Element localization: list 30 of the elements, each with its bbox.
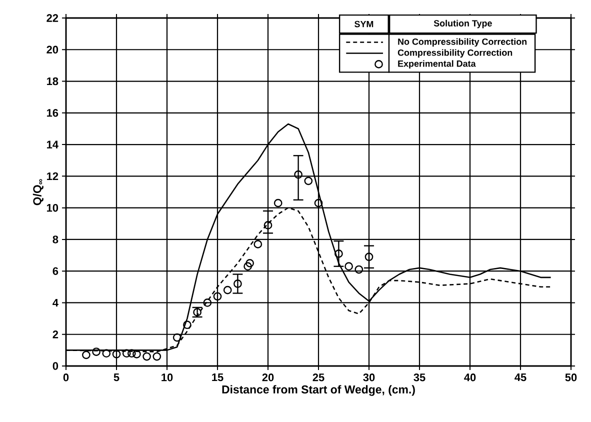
x-tick-label: 50 bbox=[565, 374, 577, 382]
x-tick-label: 30 bbox=[363, 374, 375, 382]
x-tick-label: 35 bbox=[414, 374, 426, 382]
legend-title: Solution Type bbox=[434, 20, 492, 28]
y-tick-label: 6 bbox=[52, 267, 58, 275]
x-tick-label: 10 bbox=[162, 374, 173, 382]
y-tick-label: 4 bbox=[52, 298, 58, 306]
y-tick-label: 18 bbox=[46, 77, 58, 86]
y-tick-label: 20 bbox=[46, 46, 58, 54]
y-tick-label: 8 bbox=[52, 236, 58, 244]
y-tick-label: 12 bbox=[46, 172, 58, 180]
x-tick-label: 25 bbox=[312, 374, 324, 382]
x-tick-label: 20 bbox=[262, 374, 274, 382]
x-tick-label: 0 bbox=[63, 374, 69, 382]
y-axis-title: Q/Q$_{∞}$ bbox=[32, 179, 44, 206]
y-tick-label: 14 bbox=[46, 140, 58, 148]
y-tick-label: 10 bbox=[46, 204, 58, 212]
x-tick-label: 5 bbox=[114, 374, 120, 382]
legend-label: Compressibility Correction bbox=[398, 49, 512, 58]
x-tick-label: 40 bbox=[464, 374, 476, 382]
y-tick-label: 0 bbox=[52, 362, 58, 370]
y-tick-label: 2 bbox=[52, 330, 58, 338]
x-tick-label: 15 bbox=[212, 374, 224, 382]
x-axis-title: Distance from Start of Wedge, (cm.) bbox=[222, 385, 415, 396]
y-tick-label: 16 bbox=[46, 109, 58, 117]
legend-label: Experimental Data bbox=[398, 60, 476, 69]
x-tick-label: 45 bbox=[514, 374, 526, 382]
legend-label: No Compressibility Correction bbox=[398, 38, 527, 47]
annotation: SYM bbox=[354, 20, 374, 28]
y-tick-label: 22 bbox=[46, 14, 58, 22]
